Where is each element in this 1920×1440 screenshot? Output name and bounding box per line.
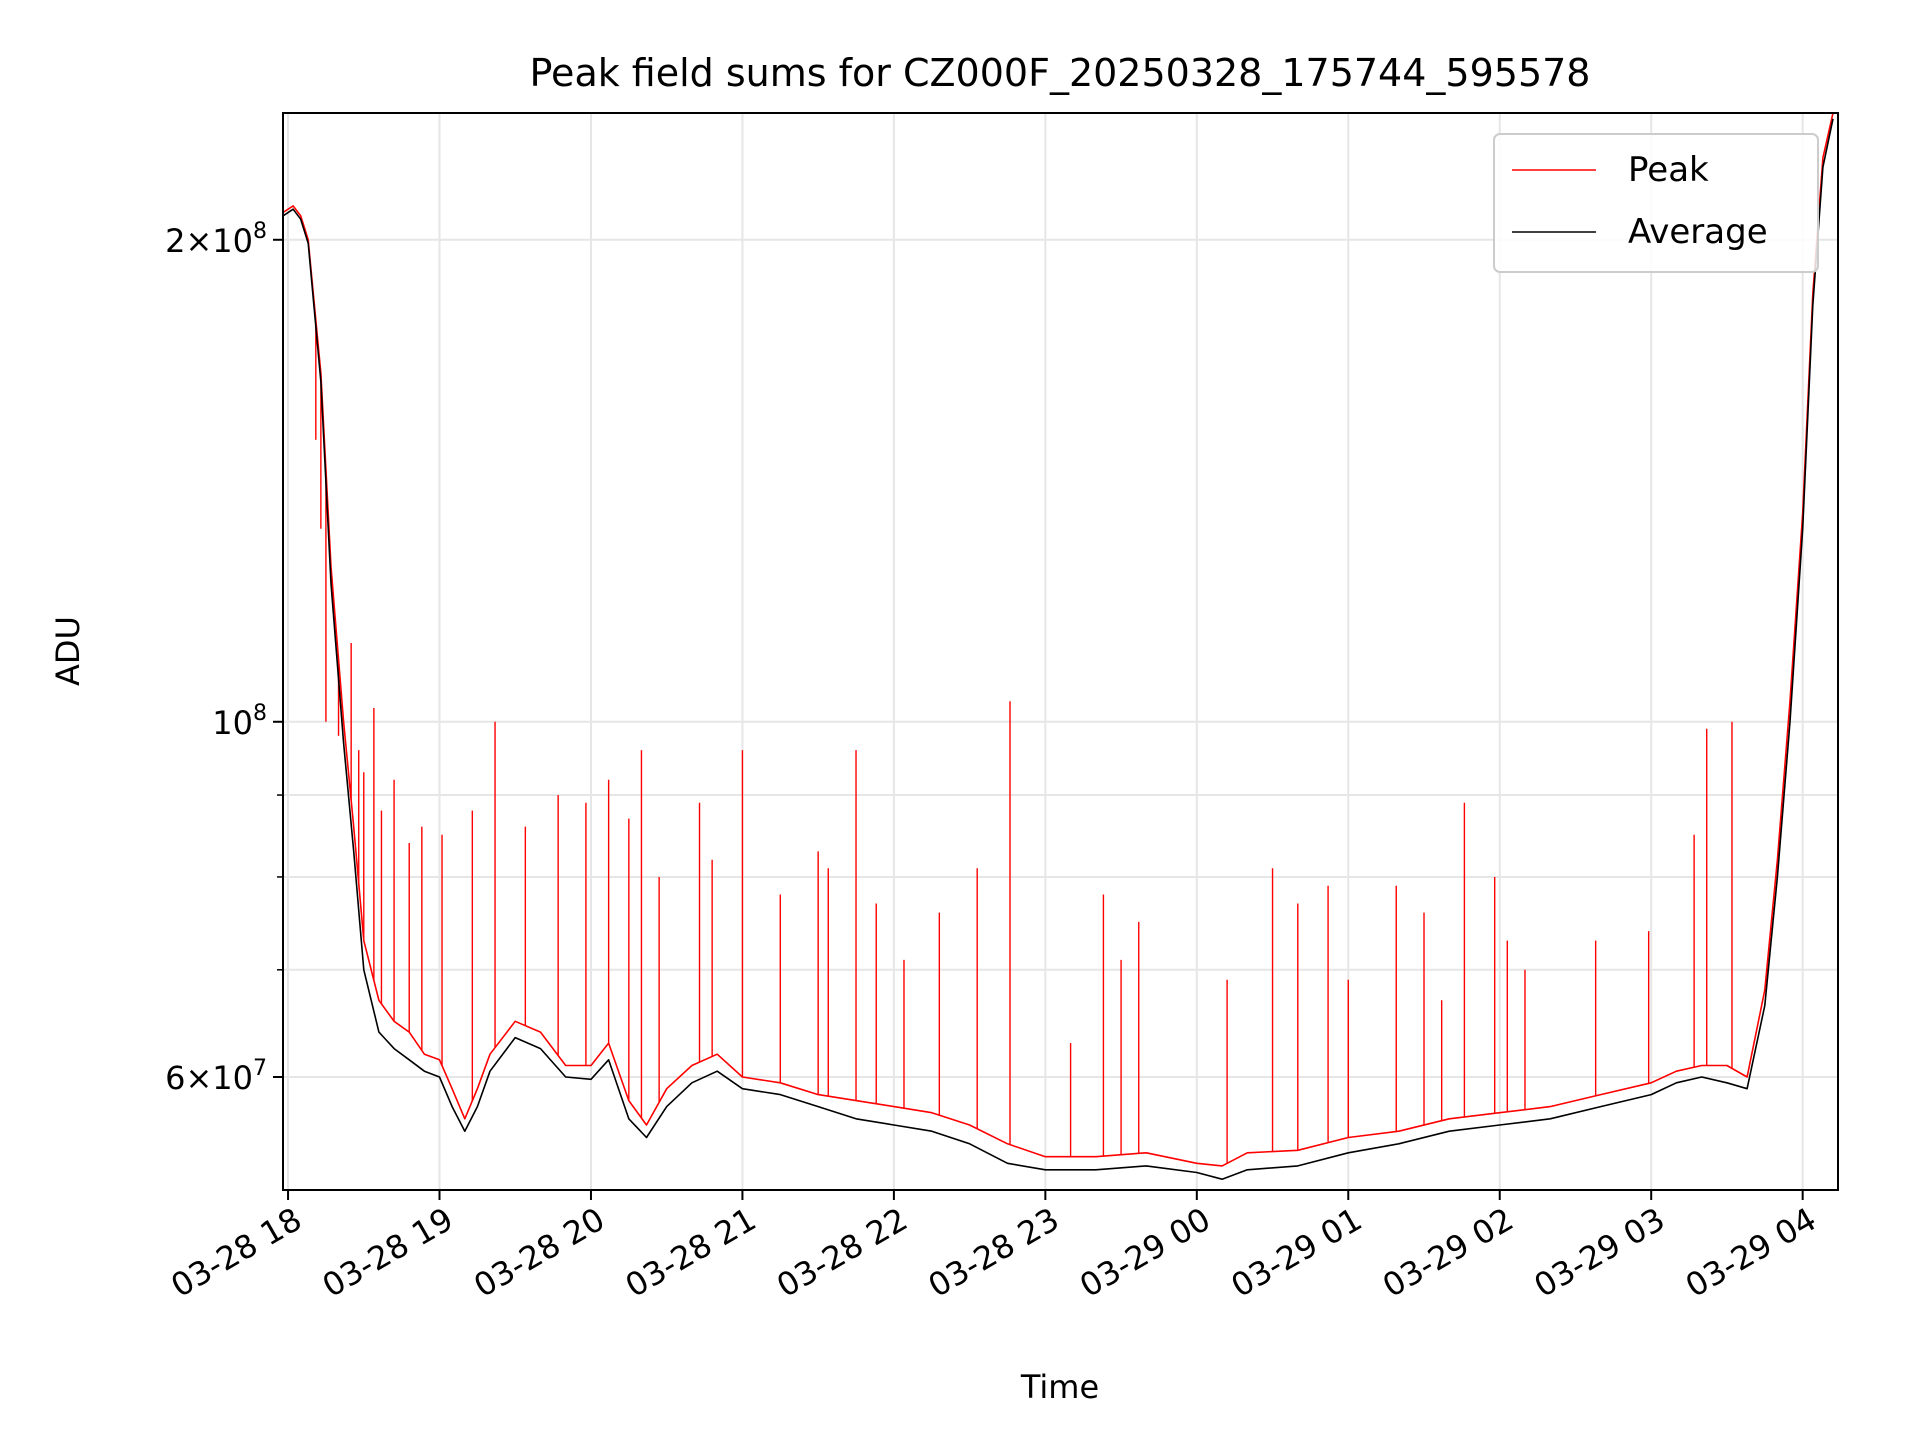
y-tick-base: 10 <box>212 704 253 742</box>
y-tick-label: 6×107 <box>165 1056 267 1097</box>
y-tick-times: × <box>185 222 212 260</box>
y-tick-base: 10 <box>212 222 253 260</box>
grid <box>283 113 1838 1190</box>
y-tick-exponent: 7 <box>253 1056 267 1081</box>
legend: Peak Average <box>1493 133 1819 273</box>
y-tick-label: 2×108 <box>165 219 267 260</box>
legend-box <box>1493 133 1819 273</box>
legend-label-average: Average <box>1628 212 1768 252</box>
y-tick-label: 108 <box>212 701 267 742</box>
x-axis-label: Time <box>1020 1368 1099 1406</box>
y-tick-times: × <box>185 1059 212 1097</box>
y-tick-mantissa: 2 <box>165 222 185 260</box>
series-line-average <box>282 118 1834 1180</box>
y-tick-exponent: 8 <box>253 219 267 244</box>
legend-label-peak: Peak <box>1628 150 1709 190</box>
y-axis-label: ADU <box>49 616 87 686</box>
chart-title: Peak field sums for CZ000F_20250328_1757… <box>530 51 1591 95</box>
y-tick-exponent: 8 <box>253 701 267 726</box>
plot-lines <box>282 112 1834 1180</box>
y-tick-mantissa: 6 <box>165 1059 185 1097</box>
plot-area-frame <box>282 112 1839 1191</box>
y-tick-base: 10 <box>212 1059 253 1097</box>
